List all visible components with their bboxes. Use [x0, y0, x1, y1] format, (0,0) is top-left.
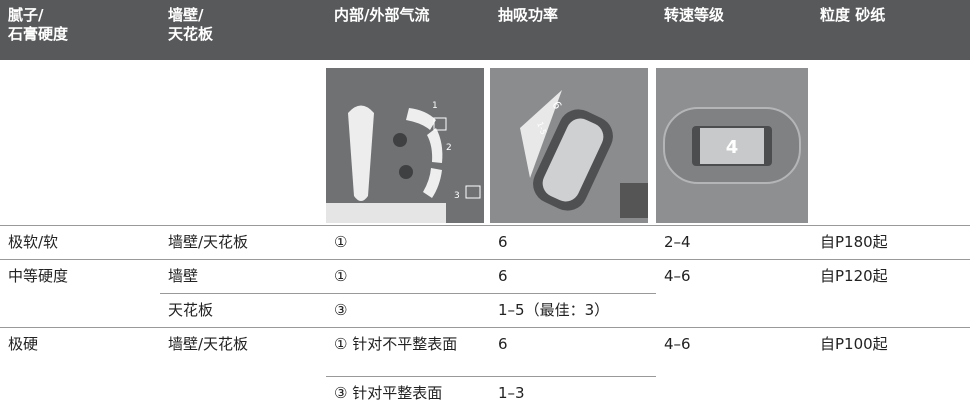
- cell: 中等硬度: [0, 259, 160, 328]
- header-cell: 腻子/ 石膏硬度: [0, 0, 160, 60]
- header-cell: 转速等级: [656, 0, 812, 60]
- cell: ①: [326, 225, 490, 260]
- airflow-mark: 3: [454, 191, 460, 201]
- cell: 1–5（最佳：3）: [490, 293, 656, 328]
- cell: 自P180起: [812, 225, 970, 260]
- cell: 自P100起: [820, 334, 888, 353]
- speed-mark: 4: [726, 137, 739, 158]
- header-cell: 内部/外部气流: [326, 0, 490, 60]
- header-cell: 粒度 砂纸: [812, 0, 970, 60]
- cell: 自P120起: [812, 259, 970, 328]
- cell: ③ 针对平整表面: [334, 383, 443, 402]
- cell: 2–4: [656, 225, 812, 260]
- cell: ① 针对不平整表面: [326, 327, 490, 377]
- cell: 墙壁/天花板: [168, 334, 249, 353]
- cell: 天花板: [160, 293, 326, 328]
- cell: 6: [490, 259, 656, 294]
- cell: 墙壁: [160, 259, 326, 294]
- cell: 墙壁/天花板: [160, 225, 326, 260]
- header-cell: 墙壁/ 天花板: [160, 0, 326, 60]
- cell: 4–6: [664, 334, 691, 353]
- cell: 极硬: [8, 334, 39, 353]
- suction-photo: 6 1-5: [490, 68, 648, 223]
- cell: ③: [326, 293, 490, 328]
- cell: 1–3: [498, 383, 525, 402]
- airflow-photo: 1 2 3: [326, 68, 484, 223]
- cell: 6: [490, 225, 656, 260]
- cell: 6: [490, 327, 656, 377]
- cell: ①: [326, 259, 490, 294]
- header-cell: 抽吸功率: [490, 0, 656, 60]
- suction-mark: 1-5: [535, 121, 548, 136]
- airflow-mark: 2: [446, 143, 452, 153]
- cell: 极软/软: [0, 225, 160, 260]
- airflow-mark: 1: [432, 101, 438, 111]
- cell: 4–6: [656, 259, 812, 328]
- speed-photo: 4: [656, 68, 808, 223]
